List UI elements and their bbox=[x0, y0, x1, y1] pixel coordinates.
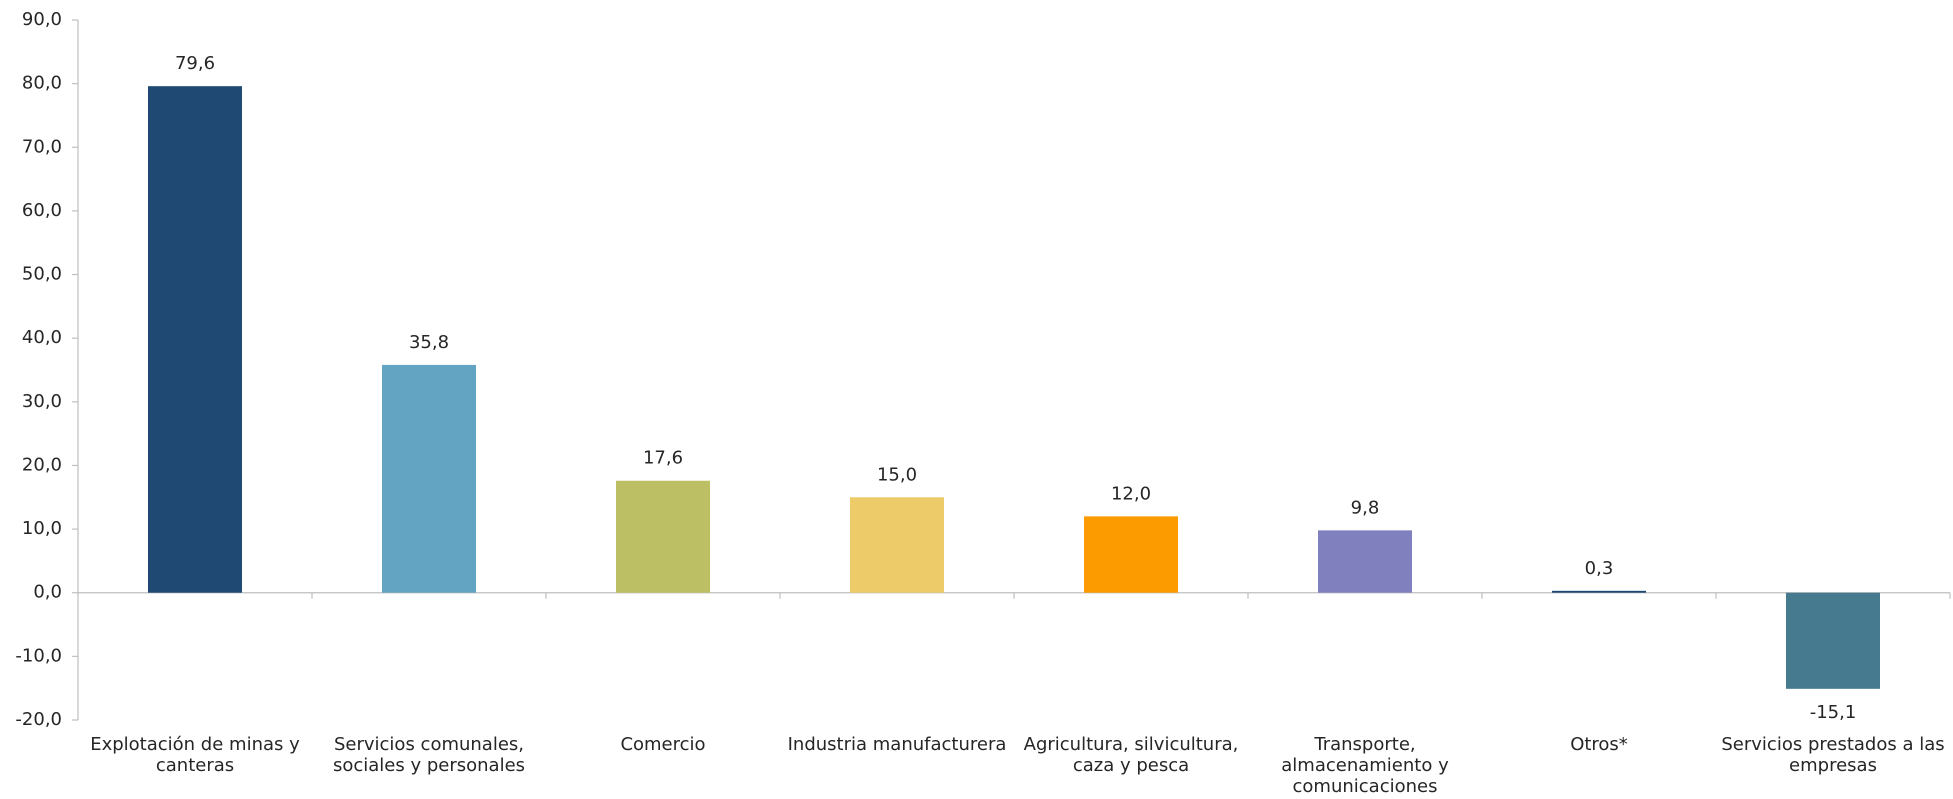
x-tick-label: Servicios prestados a las empresas bbox=[1721, 734, 1945, 776]
bar bbox=[1318, 530, 1412, 593]
x-tick-label: Agricultura, silvicultura, caza y pesca bbox=[1023, 734, 1239, 776]
bar bbox=[1084, 516, 1178, 593]
data-label: 12,0 bbox=[1111, 483, 1151, 504]
bar bbox=[148, 86, 242, 593]
data-label: 17,6 bbox=[643, 448, 683, 469]
y-tick-label: 50,0 bbox=[22, 264, 62, 285]
y-tick-label: 40,0 bbox=[22, 327, 62, 348]
data-label: 35,8 bbox=[409, 332, 449, 353]
x-tick-label: Otros* bbox=[1570, 734, 1628, 755]
bar bbox=[382, 364, 476, 593]
y-tick-label: 90,0 bbox=[22, 9, 62, 30]
bar bbox=[1552, 590, 1646, 593]
data-label: 0,3 bbox=[1585, 558, 1614, 579]
y-tick-label: 80,0 bbox=[22, 73, 62, 94]
y-tick-label: 20,0 bbox=[22, 454, 62, 475]
data-label: -15,1 bbox=[1810, 702, 1857, 723]
x-tick-label: Transporte, almacenamiento y comunicacio… bbox=[1281, 734, 1449, 797]
y-tick-label: 60,0 bbox=[22, 200, 62, 221]
data-label: 79,6 bbox=[175, 53, 215, 74]
y-tick-label: 10,0 bbox=[22, 518, 62, 539]
x-tick-label: Servicios comunales, sociales y personal… bbox=[332, 734, 526, 776]
y-tick-label: 30,0 bbox=[22, 391, 62, 412]
y-tick-label: -20,0 bbox=[15, 709, 62, 730]
bar bbox=[616, 480, 710, 593]
bar bbox=[850, 497, 944, 593]
y-tick-label: 0,0 bbox=[33, 582, 62, 603]
x-tick-label: Industria manufacturera bbox=[787, 734, 1007, 755]
bar bbox=[1786, 592, 1880, 689]
data-label: 9,8 bbox=[1351, 497, 1380, 518]
x-tick-label: Explotación de minas y canteras bbox=[90, 734, 300, 776]
y-tick-label: -10,0 bbox=[15, 645, 62, 666]
data-label: 15,0 bbox=[877, 464, 917, 485]
x-tick-label: Comercio bbox=[620, 734, 706, 755]
y-tick-label: 70,0 bbox=[22, 136, 62, 157]
